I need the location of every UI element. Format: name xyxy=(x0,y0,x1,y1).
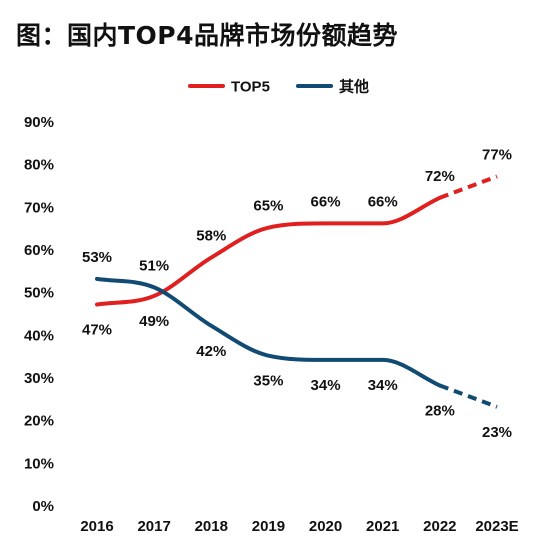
series-layer xyxy=(95,174,498,409)
x-tick-label: 2018 xyxy=(195,518,228,535)
y-tick-label: 80% xyxy=(24,157,54,174)
data-labels: 47% 49% 58% 65% 66% 66% 72% 77% 53% 51% 42% 35% 34% 3… xyxy=(82,146,512,440)
series-2-line xyxy=(95,276,442,388)
y-tick-label: 50% xyxy=(24,285,54,302)
y-axis: 0% 10% 20% 30% 40% 50% 60% 70% 80% 90% xyxy=(24,114,54,515)
series-2-data-label: 34% xyxy=(311,377,341,394)
series-1-data-label: 49% xyxy=(139,313,169,330)
series-2-data-label: 34% xyxy=(368,377,398,394)
legend-label: TOP5 xyxy=(231,79,270,96)
x-tick-label: 2020 xyxy=(309,518,342,535)
series-1-data-label: 72% xyxy=(425,168,455,185)
series-1-data-label: 77% xyxy=(482,146,512,163)
x-tick-label: 2022 xyxy=(423,518,456,535)
x-tick-label: 2023E xyxy=(475,518,518,535)
series-2-forecast-line xyxy=(439,383,498,409)
series-2-data-label: 51% xyxy=(139,257,169,274)
y-tick-label: 40% xyxy=(24,327,54,344)
series-1-forecast-line xyxy=(439,174,498,200)
series-1-data-label: 66% xyxy=(311,193,341,210)
x-tick-label: 2019 xyxy=(252,518,285,535)
y-tick-label: 70% xyxy=(24,199,54,216)
chart-title: 图：国内TOP4品牌市场份额趋势 xyxy=(16,21,399,50)
series-1-line xyxy=(95,195,442,307)
x-axis: 2016 2017 2018 2019 2020 2021 2022 2023E xyxy=(80,518,518,535)
series-1-data-label: 66% xyxy=(368,193,398,210)
y-tick-label: 90% xyxy=(24,114,54,131)
x-tick-label: 2017 xyxy=(137,518,170,535)
y-tick-label: 10% xyxy=(24,455,54,472)
legend-label: 其他 xyxy=(339,78,369,96)
series-1-data-label: 65% xyxy=(253,198,283,215)
series-2-data-label: 53% xyxy=(82,249,112,266)
series-1-data-label: 47% xyxy=(82,321,112,338)
series-2-data-label: 42% xyxy=(196,343,226,360)
legend: TOP5 其他 xyxy=(188,78,369,96)
series-2-data-label: 28% xyxy=(425,403,455,420)
series-2-data-label: 35% xyxy=(253,373,283,390)
series-1-data-label: 58% xyxy=(196,228,226,245)
y-tick-label: 0% xyxy=(32,498,54,515)
x-tick-label: 2021 xyxy=(366,518,399,535)
x-tick-label: 2016 xyxy=(80,518,113,535)
y-tick-label: 30% xyxy=(24,370,54,387)
y-tick-label: 20% xyxy=(24,413,54,430)
y-tick-label: 60% xyxy=(24,242,54,259)
series-2-data-label: 23% xyxy=(482,424,512,441)
